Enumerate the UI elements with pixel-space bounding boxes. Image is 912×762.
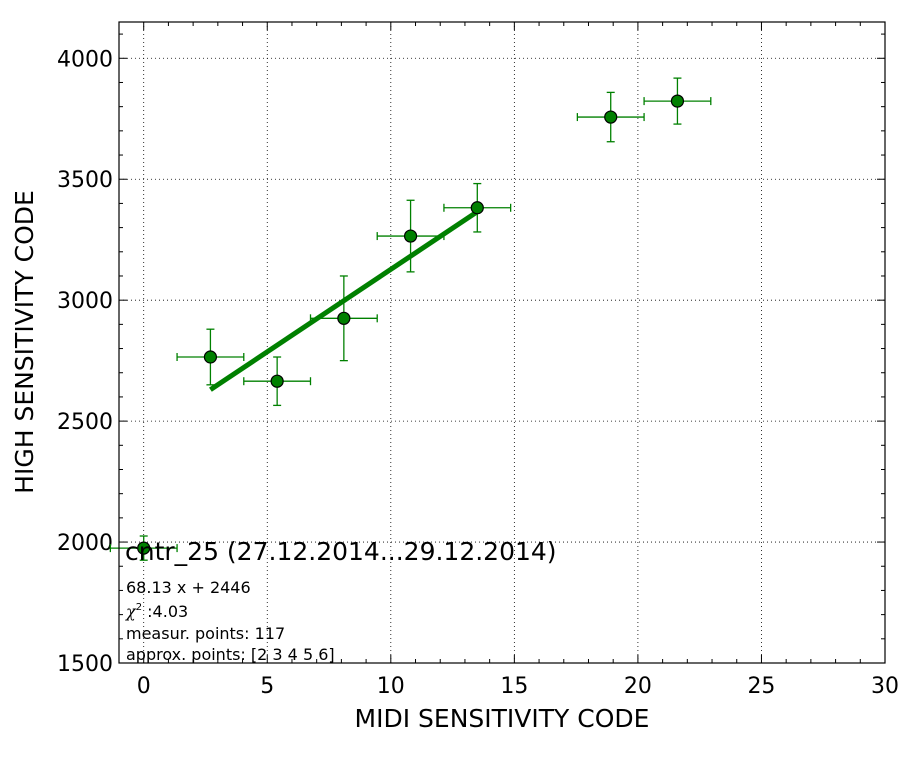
chi2-symbol: χ	[125, 602, 137, 621]
chart-title: cntr_25 (27.12.2014...29.12.2014)	[125, 537, 557, 566]
data-point	[376, 199, 445, 273]
data-point	[309, 275, 378, 362]
approx-points: approx. points: [2 3 4 5 6]	[126, 645, 335, 664]
measur-points: measur. points: 117	[126, 624, 285, 643]
point-marker	[270, 374, 284, 388]
data-points	[109, 77, 712, 561]
y-tick-label: 2000	[57, 531, 113, 556]
tick-labels: 0 5 10 15 20 25 30 1500 2000 2500 3000 3500 4000	[57, 47, 899, 699]
data-point	[109, 535, 178, 561]
point-marker	[337, 311, 351, 325]
x-axis-label: MIDI SENSITIVITY CODE	[355, 704, 650, 733]
axis-ticks	[118, 22, 886, 664]
y-tick-label: 3000	[57, 289, 113, 314]
point-marker	[403, 229, 418, 243]
y-tick-label: 1500	[57, 652, 113, 677]
x-tick-label: 15	[500, 674, 528, 699]
data-point	[576, 91, 645, 143]
data-point	[643, 77, 712, 125]
x-tick-label: 20	[624, 674, 652, 699]
y-tick-label: 3500	[57, 168, 113, 193]
x-tick-label: 0	[137, 674, 151, 699]
data-point	[176, 328, 245, 386]
point-marker	[670, 94, 685, 108]
plot-frame	[118, 21, 886, 664]
x-tick-label: 25	[747, 674, 775, 699]
chi2-exponent: 2	[136, 602, 142, 613]
y-tick-label: 4000	[57, 47, 113, 72]
fit-equation: 68.13 x + 2446	[126, 578, 251, 597]
y-tick-label: 2500	[57, 410, 113, 435]
point-marker	[470, 201, 484, 215]
point-marker	[604, 110, 618, 124]
chi2-line: χ2 :4.03	[125, 602, 188, 621]
data-point	[443, 182, 512, 233]
x-tick-label: 10	[377, 674, 405, 699]
y-axis-label: HIGH SENSITIVITY CODE	[10, 190, 39, 494]
point-marker	[137, 541, 151, 555]
x-tick-label: 30	[871, 674, 899, 699]
grid-lines	[119, 22, 886, 664]
x-tick-label: 5	[260, 674, 274, 699]
point-marker	[203, 350, 218, 364]
chi2-value: :4.03	[142, 602, 188, 621]
data-point	[243, 356, 312, 407]
